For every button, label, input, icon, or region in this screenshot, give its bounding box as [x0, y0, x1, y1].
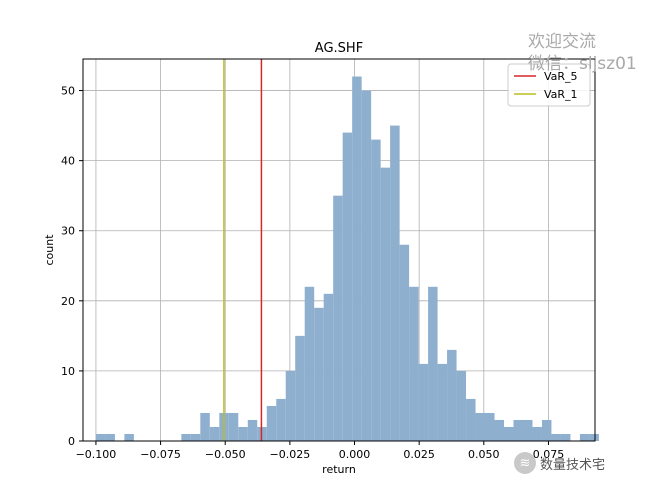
- histogram-bar: [380, 167, 391, 441]
- y-axis-ticks: 0 10 20 30 40 50: [61, 85, 83, 448]
- histogram-bar: [285, 370, 296, 441]
- x-axis-label: return: [322, 463, 356, 476]
- histogram-bar: [551, 433, 561, 441]
- histogram-bar: [560, 433, 571, 441]
- legend-label: VaR_5: [544, 70, 578, 83]
- histogram-bar: [428, 286, 438, 441]
- legend-box: [507, 63, 591, 107]
- legend-label: VaR_1: [544, 88, 578, 101]
- histogram-bar: [409, 286, 419, 441]
- x-tick-label: −0.075: [140, 448, 181, 461]
- x-tick-label: 0.000: [339, 448, 371, 461]
- y-tick-label: 10: [61, 365, 75, 378]
- histogram-bar: [447, 349, 457, 441]
- histogram-bar: [181, 433, 191, 441]
- x-tick-label: −0.050: [205, 448, 246, 461]
- histogram-bar: [352, 76, 362, 441]
- var-lines: [223, 59, 263, 441]
- histogram-bar: [228, 412, 239, 441]
- histogram-bar: [579, 433, 590, 441]
- x-tick-label: 0.075: [533, 448, 565, 461]
- x-tick-label: 0.025: [403, 448, 435, 461]
- histogram-bar: [200, 412, 210, 441]
- histogram-bar: [323, 293, 334, 441]
- histogram-bar: [95, 433, 106, 441]
- x-tick-label: 0.050: [468, 448, 500, 461]
- x-axis-ticks: −0.100 −0.075 −0.050 −0.025 0.000 0.025 0.050 0…: [76, 441, 565, 461]
- histogram-bar: [399, 244, 410, 441]
- histogram-bar: [589, 433, 599, 441]
- histogram-bar: [124, 433, 134, 441]
- axes-frame: [82, 58, 596, 442]
- histogram-bar: [485, 412, 495, 441]
- histogram-bar: [541, 419, 552, 441]
- histogram-bar: [314, 307, 324, 441]
- histogram-bar: [361, 90, 372, 441]
- y-tick-label: 20: [61, 295, 75, 308]
- y-tick-label: 30: [61, 225, 75, 238]
- histogram-bar: [475, 412, 486, 441]
- watermark-badge: 数量技术宅: [514, 452, 605, 474]
- histogram-bar: [466, 398, 476, 441]
- histogram-bar: [276, 398, 286, 441]
- histogram-bar: [390, 125, 400, 441]
- watermark-badge-text: 数量技术宅: [540, 457, 606, 473]
- histogram-bar: [532, 426, 542, 441]
- histogram-bar: [209, 426, 220, 441]
- histogram-bar: [513, 419, 523, 441]
- histogram-bars: [95, 76, 599, 442]
- histogram-bar: [295, 335, 305, 441]
- histogram-bar: [456, 370, 467, 441]
- histogram-bar: [418, 363, 429, 441]
- histogram-bar: [304, 286, 315, 441]
- histogram-bar: [504, 426, 514, 441]
- histogram-bar: [333, 195, 343, 441]
- x-tick-label: −0.100: [76, 448, 117, 461]
- x-tick-label: −0.025: [270, 448, 311, 461]
- histogram-bar: [494, 419, 505, 441]
- histogram-bar: [105, 433, 115, 441]
- watermark-line2: 微信：sljsz01: [528, 54, 637, 74]
- histogram-bar: [371, 139, 381, 441]
- histogram-bar: [342, 132, 353, 442]
- histogram-bar: [190, 433, 201, 441]
- wechat-logo-icon: [514, 452, 536, 474]
- histogram-bar: [437, 363, 448, 441]
- histogram-bar: [247, 419, 258, 441]
- y-tick-label: 50: [61, 85, 75, 98]
- legend: VaR_5 VaR_1: [507, 63, 591, 107]
- y-axis-label: count: [43, 234, 56, 266]
- y-tick-label: 40: [61, 155, 75, 168]
- watermark-line1: 欢迎交流: [528, 32, 596, 52]
- histogram-bar: [522, 419, 533, 441]
- histogram-bar: [238, 426, 248, 441]
- y-tick-label: 0: [68, 435, 75, 448]
- chart-title: AG.SHF: [315, 41, 363, 56]
- histogram-bar: [266, 405, 277, 441]
